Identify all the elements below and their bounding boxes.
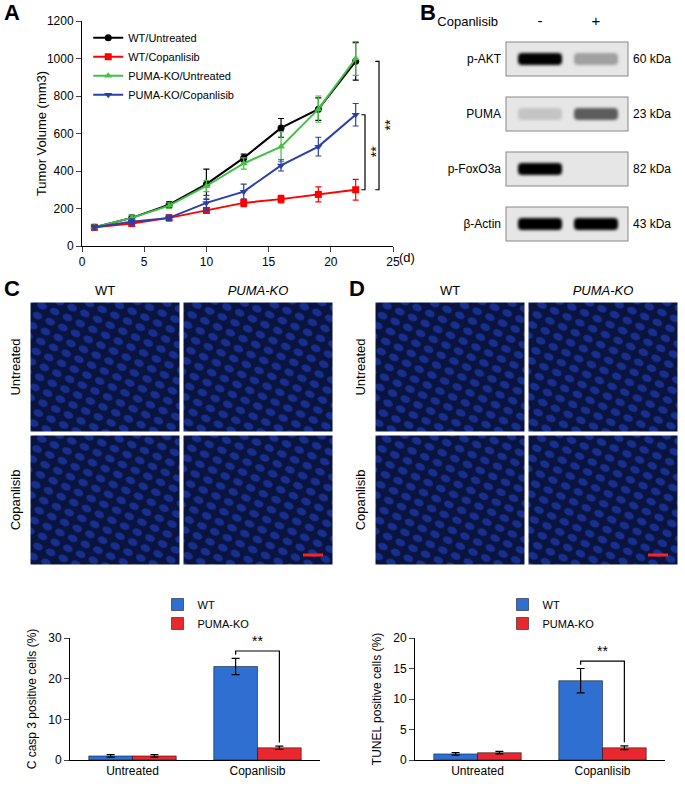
- svg-text:Untreated: Untreated: [353, 338, 368, 395]
- svg-text:23 kDa: 23 kDa: [633, 107, 671, 121]
- svg-text:**: **: [252, 633, 263, 649]
- svg-text:25: 25: [386, 255, 400, 269]
- svg-text:0: 0: [55, 753, 62, 767]
- svg-text:WT: WT: [543, 599, 560, 611]
- svg-text:C casp 3 positive cells (%): C casp 3 positive cells (%): [25, 629, 39, 770]
- svg-text:15: 15: [393, 662, 407, 676]
- html-text:C: C: [4, 276, 20, 301]
- svg-text:p-FoxO3a: p-FoxO3a: [448, 162, 502, 176]
- svg-text:Copanlisib: Copanlisib: [574, 764, 630, 778]
- svg-text:200: 200: [54, 202, 74, 216]
- svg-text:15: 15: [262, 255, 276, 269]
- svg-text:1000: 1000: [47, 52, 74, 66]
- svg-text:Copanlisib: Copanlisib: [437, 14, 498, 29]
- svg-text:**: **: [382, 119, 398, 130]
- svg-text:800: 800: [54, 89, 74, 103]
- svg-text:β-Actin: β-Actin: [463, 217, 501, 231]
- html-text:B: B: [420, 0, 436, 25]
- svg-text:+: +: [592, 12, 601, 29]
- svg-text:5: 5: [141, 255, 148, 269]
- svg-text:-: -: [538, 12, 543, 29]
- svg-text:Tumor Volume (mm3): Tumor Volume (mm3): [34, 71, 49, 196]
- svg-text:**: **: [368, 146, 384, 157]
- svg-text:WT: WT: [440, 283, 460, 298]
- svg-text:30: 30: [48, 631, 62, 645]
- svg-text:0: 0: [67, 239, 74, 253]
- svg-text:1200: 1200: [47, 14, 74, 28]
- svg-text:600: 600: [54, 127, 74, 141]
- svg-text:TUNEL positive cells (%): TUNEL positive cells (%): [370, 633, 384, 765]
- svg-text:Copanlisib: Copanlisib: [229, 764, 285, 778]
- html-text:D: D: [349, 276, 365, 301]
- svg-text:0: 0: [79, 255, 86, 269]
- svg-text:p-AKT: p-AKT: [467, 52, 502, 66]
- svg-text:Untreated: Untreated: [451, 764, 504, 778]
- svg-text:PUMA: PUMA: [466, 107, 501, 121]
- svg-text:Untreated: Untreated: [106, 764, 159, 778]
- svg-text:PUMA-KO/Untreated: PUMA-KO/Untreated: [128, 70, 231, 82]
- svg-text:10: 10: [48, 713, 62, 727]
- html-text:A: A: [4, 0, 20, 25]
- svg-text:Copanlisib: Copanlisib: [8, 470, 23, 531]
- svg-text:0: 0: [400, 753, 407, 767]
- svg-text:20: 20: [48, 672, 62, 686]
- svg-text:**: **: [597, 643, 608, 659]
- svg-text:Untreated: Untreated: [8, 338, 23, 395]
- svg-text:20: 20: [324, 255, 338, 269]
- svg-text:5: 5: [400, 723, 407, 737]
- svg-text:60 kDa: 60 kDa: [633, 52, 671, 66]
- svg-text:PUMA-KO: PUMA-KO: [228, 283, 289, 298]
- svg-text:WT/Untreated: WT/Untreated: [128, 32, 196, 44]
- svg-text:PUMA-KO: PUMA-KO: [543, 618, 595, 630]
- svg-text:PUMA-KO: PUMA-KO: [198, 618, 250, 630]
- svg-text:(d): (d): [399, 250, 415, 265]
- svg-text:WT: WT: [198, 599, 215, 611]
- svg-text:43 kDa: 43 kDa: [633, 217, 671, 231]
- svg-text:WT: WT: [95, 283, 115, 298]
- svg-text:400: 400: [54, 164, 74, 178]
- svg-text:10: 10: [200, 255, 214, 269]
- svg-text:10: 10: [393, 692, 407, 706]
- svg-text:82 kDa: 82 kDa: [633, 162, 671, 176]
- svg-text:PUMA-KO: PUMA-KO: [573, 283, 634, 298]
- svg-text:20: 20: [393, 631, 407, 645]
- svg-text:Copanlisib: Copanlisib: [353, 470, 368, 531]
- svg-text:WT/Copanlisib: WT/Copanlisib: [128, 51, 200, 63]
- svg-text:PUMA-KO/Copanlisib: PUMA-KO/Copanlisib: [128, 89, 234, 101]
